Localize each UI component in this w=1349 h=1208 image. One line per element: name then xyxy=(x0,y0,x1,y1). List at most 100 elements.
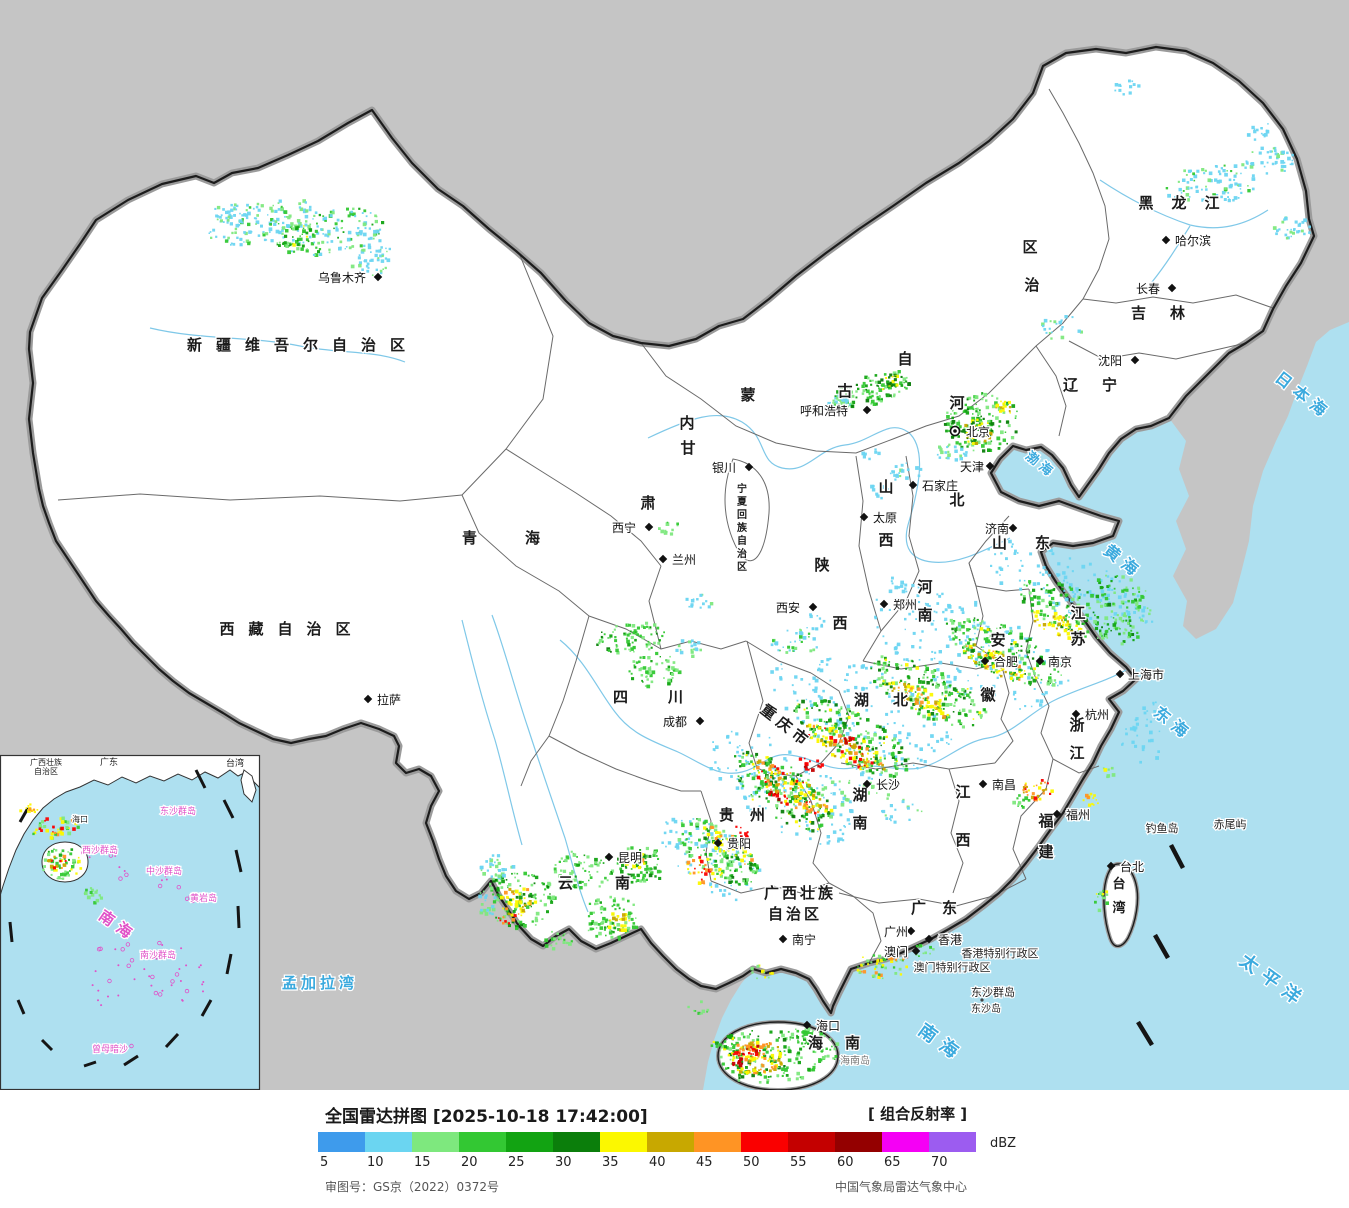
province-label: 河南 xyxy=(916,577,934,626)
province-label: 河北 xyxy=(948,393,966,511)
map-title: 全国雷达拼图 [2025-10-18 17:42:00] xyxy=(325,1107,648,1127)
city-diamond-icon xyxy=(808,602,818,612)
inset-island-label: 中沙群岛 xyxy=(146,865,182,877)
svg-text:江: 江 xyxy=(1070,604,1085,622)
legend-color-cell xyxy=(694,1132,741,1152)
city-diamond-icon xyxy=(802,1020,812,1030)
legend-value: 10 xyxy=(367,1155,384,1170)
city-diamond-icon xyxy=(862,405,872,415)
city-marker: 西安 xyxy=(775,599,818,616)
svg-text:自: 自 xyxy=(737,534,747,547)
rivers xyxy=(149,179,1269,913)
svg-text:湖: 湖 xyxy=(852,786,867,804)
city-label: 兰州 xyxy=(672,553,696,567)
city-marker: 西宁 xyxy=(611,519,654,536)
city-diamond-icon xyxy=(911,946,921,956)
city-marker: 太原 xyxy=(859,509,898,526)
svg-text:江: 江 xyxy=(955,783,970,801)
city-diamond-icon xyxy=(908,480,918,490)
city-label: 台北 xyxy=(1120,859,1144,874)
city-diamond-icon xyxy=(644,522,654,532)
city-marker: 澳门 xyxy=(883,943,921,960)
city-label: 昆明 xyxy=(618,851,642,865)
city-marker: 海口 xyxy=(802,1017,841,1034)
island-dot xyxy=(980,998,984,1002)
legend-value: 40 xyxy=(649,1155,666,1170)
city-marker: 沈阳 xyxy=(1097,352,1140,369)
city-label: 天津 xyxy=(960,460,984,474)
svg-text:北: 北 xyxy=(949,491,964,509)
city-diamond-icon xyxy=(744,462,754,472)
city-label: 西宁 xyxy=(612,520,636,535)
legend-color-cell xyxy=(882,1132,929,1152)
inset-island-label: 南沙群岛 xyxy=(140,949,176,961)
national-border xyxy=(27,45,1316,1015)
sea-label: 孟加拉湾 xyxy=(282,974,358,992)
province-label: 黑龙江 xyxy=(1138,194,1237,212)
svg-text:建: 建 xyxy=(1038,843,1054,861)
city-label: 拉萨 xyxy=(377,692,401,707)
province-label: 古 xyxy=(837,382,852,400)
city-marker: 石家庄 xyxy=(908,477,959,494)
svg-text:族: 族 xyxy=(737,521,748,534)
legend-color-cell xyxy=(553,1132,600,1152)
legend-value: 5 xyxy=(320,1155,329,1170)
city-marker: 北京 xyxy=(949,424,991,440)
province-label: 湖南 xyxy=(851,785,869,834)
city-diamond-icon xyxy=(1167,283,1177,293)
inset-label: 广东 xyxy=(100,756,118,768)
city-label: 南昌 xyxy=(992,777,1016,792)
city-diamond-icon xyxy=(862,779,872,789)
ten-dash-line xyxy=(1136,843,1185,1047)
city-label: 上海市 xyxy=(1128,667,1164,682)
svg-text:台: 台 xyxy=(1112,876,1125,892)
city-label: 广州 xyxy=(884,925,908,939)
province-label: 江苏 xyxy=(1069,603,1087,650)
city-marker: 济南 xyxy=(984,520,1018,537)
svg-text:苏: 苏 xyxy=(1070,630,1085,648)
city-marker: 兰州 xyxy=(658,552,697,568)
inset-island-label: 曾母暗沙 xyxy=(92,1043,128,1055)
legend-value: 15 xyxy=(414,1155,431,1170)
province-label: 福建 xyxy=(1036,811,1056,863)
radar-echo-layer xyxy=(208,79,1311,1084)
province-label: 云南 xyxy=(558,874,672,892)
small-place-label: 东沙群岛 xyxy=(971,985,1015,999)
province-label: 山西 xyxy=(877,477,895,551)
city-label: 杭州 xyxy=(1085,707,1109,722)
city-diamond-icon xyxy=(778,934,788,944)
legend-panel: 全国雷达拼图 [2025-10-18 17:42:00] [ 组合反射率 ] d… xyxy=(0,1090,1349,1208)
province-label: 海南 xyxy=(808,1034,882,1052)
svg-text:浙: 浙 xyxy=(1069,716,1084,734)
province-label: 区 xyxy=(1022,238,1037,256)
city-diamond-icon xyxy=(1130,355,1140,365)
city-marker: 拉萨 xyxy=(363,691,402,708)
legend-value: 20 xyxy=(461,1155,478,1170)
province-label: 肃 xyxy=(640,494,655,512)
agency-credit: 中国气象局雷达气象中心 xyxy=(835,1180,968,1194)
svg-text:宁: 宁 xyxy=(737,482,747,495)
province-label: 山东 xyxy=(992,534,1078,552)
city-label: 长春 xyxy=(1136,282,1160,296)
province-label: 台湾 xyxy=(1111,875,1127,918)
city-label: 南京 xyxy=(1048,654,1072,669)
province-label: 四川 xyxy=(613,688,723,706)
city-label: 呼和浩特 xyxy=(800,403,848,418)
svg-text:江: 江 xyxy=(1069,744,1084,762)
city-diamond-icon xyxy=(1035,656,1045,666)
legend-value: 45 xyxy=(696,1155,713,1170)
city-diamond-icon xyxy=(1115,669,1125,679)
city-marker: 香港 xyxy=(924,932,963,948)
city-diamond-icon xyxy=(1106,861,1116,871)
city-diamond-icon xyxy=(1008,523,1018,533)
province-label: 新疆维吾尔自治区 xyxy=(187,336,419,354)
city-diamond-icon xyxy=(924,934,934,944)
inset-island-label: 东沙群岛 xyxy=(160,805,196,817)
city-diamond-icon xyxy=(978,779,988,789)
legend-value: 65 xyxy=(884,1155,901,1170)
legend-color-cell xyxy=(788,1132,835,1152)
province-label: 自 xyxy=(897,350,912,368)
small-place-label: 东沙岛 xyxy=(971,1002,1001,1015)
